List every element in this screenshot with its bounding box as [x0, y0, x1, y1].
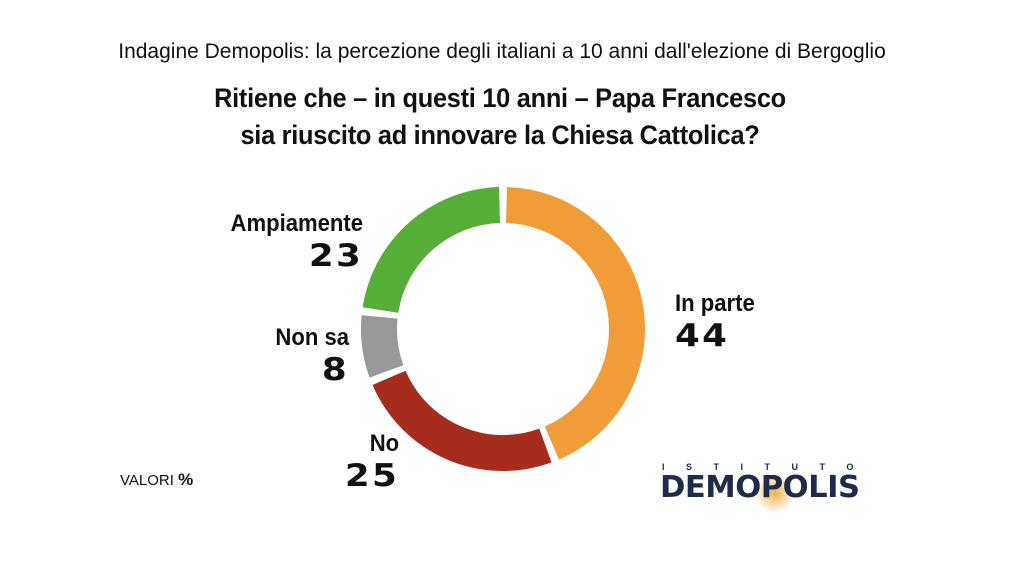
donut-slice-no [372, 370, 552, 471]
values-note-text: VALORI [120, 472, 174, 489]
chart-title-line-1: Ritiene che – in questi 10 anni – Papa F… [214, 83, 786, 113]
donut-slice-in-parte [505, 187, 645, 460]
donut-slice-non-sa [361, 315, 404, 378]
demopolis-logo: ISTITUTO DEMOPOLIS [660, 462, 900, 513]
label-non-sa-name: Non sa [275, 324, 349, 351]
label-ampiamente-value: 23 [308, 238, 363, 274]
logo-brand-text: DEMOPOLIS [660, 470, 860, 505]
label-ampiamente-name: Ampiamente [230, 210, 363, 237]
label-in-parte-value: 44 [675, 318, 730, 354]
label-no-name: No [369, 430, 399, 457]
label-non-sa-value: 8 [321, 352, 349, 388]
chart-title-line-2: sia riuscito ad innovare la Chiesa Catto… [240, 120, 760, 150]
label-no-value: 25 [344, 458, 399, 494]
logo-glow-icon [755, 473, 795, 513]
survey-subtitle: Indagine Demopolis: la percezione degli … [118, 40, 886, 63]
label-in-parte: In parte 44 [675, 290, 762, 354]
label-no: No 25 [345, 430, 399, 494]
donut-slice-ampiamente [362, 187, 501, 313]
label-ampiamente: Ampiamente 23 [219, 210, 363, 274]
label-non-sa: Non sa 8 [269, 324, 349, 388]
chart-title: Ritiene che – in questi 10 anni – Papa F… [30, 80, 970, 154]
logo-istituto-text: ISTITUTO [662, 462, 875, 472]
label-in-parte-name: In parte [675, 290, 755, 317]
values-note: VALORI % [120, 470, 193, 490]
values-note-percent: % [178, 470, 194, 489]
